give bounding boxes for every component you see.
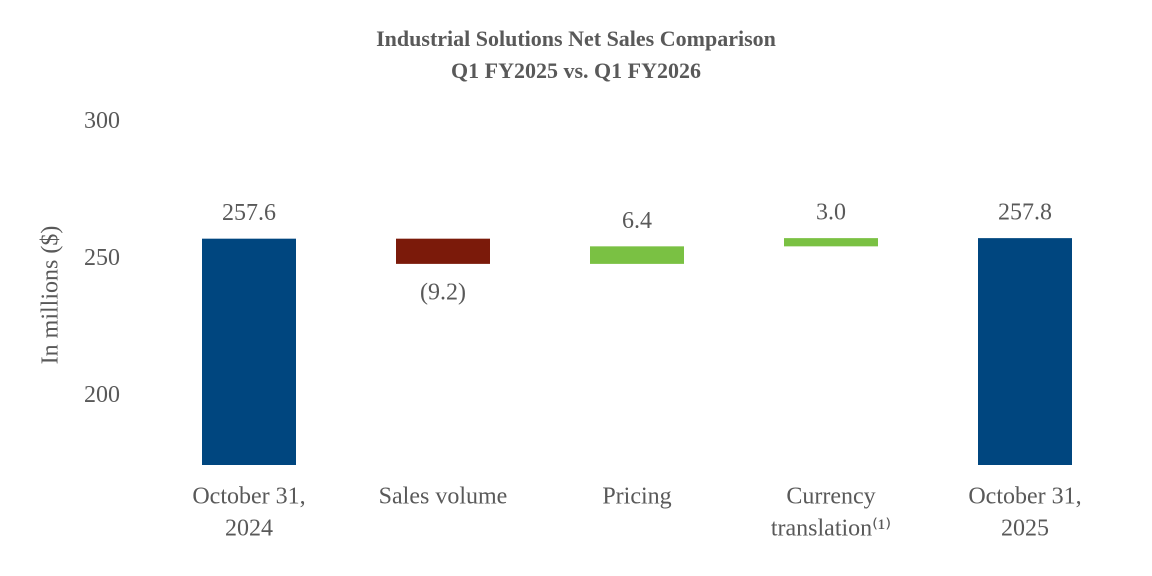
x-tick-label: October 31, xyxy=(192,484,305,510)
x-tick-label: Currency xyxy=(786,484,875,510)
x-tick-label: translation⁽¹⁾ xyxy=(771,516,891,542)
y-tick-label: 300 xyxy=(84,108,120,134)
chart-title: Industrial Solutions Net Sales Compariso… xyxy=(376,26,776,51)
value-label: (9.2) xyxy=(420,279,466,305)
value-label: 257.6 xyxy=(222,200,276,226)
bar xyxy=(202,238,296,465)
x-tick-label: 2025 xyxy=(1001,516,1049,542)
value-label: 3.0 xyxy=(816,200,846,226)
x-tick-label: 2024 xyxy=(225,516,273,542)
bar xyxy=(784,238,878,247)
chart-subtitle: Q1 FY2025 vs. Q1 FY2026 xyxy=(451,58,701,83)
x-tick-label: Sales volume xyxy=(379,484,508,510)
bar xyxy=(590,246,684,264)
y-tick-label: 250 xyxy=(84,245,120,271)
y-axis-label: In millions ($) xyxy=(38,226,64,365)
x-tick-label: Pricing xyxy=(602,484,671,510)
bar xyxy=(396,238,490,264)
x-tick-label: October 31, xyxy=(968,484,1081,510)
bar xyxy=(978,238,1072,465)
y-tick-label: 200 xyxy=(84,382,120,408)
value-label: 6.4 xyxy=(622,208,652,234)
value-label: 257.8 xyxy=(998,200,1052,226)
